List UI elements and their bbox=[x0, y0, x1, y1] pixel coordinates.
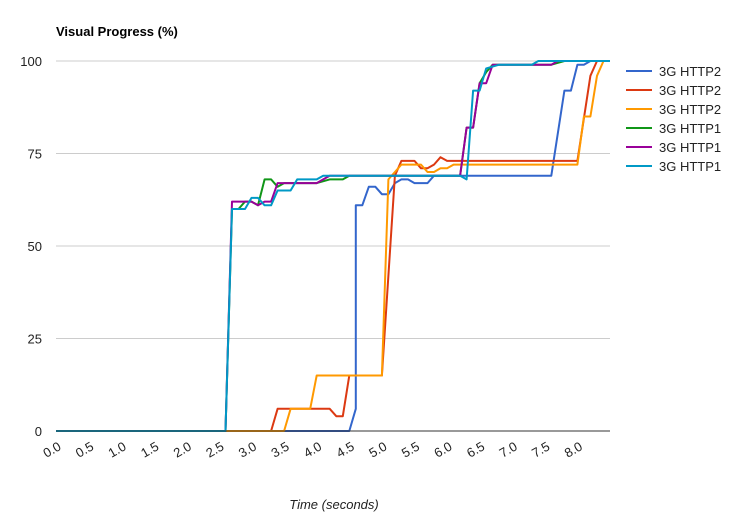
y-tick-label: 0 bbox=[35, 424, 42, 439]
x-tick-label: 2.0 bbox=[171, 439, 194, 461]
legend-item-5[interactable]: 3G HTTP1 bbox=[626, 140, 721, 155]
legend-item-3[interactable]: 3G HTTP2 bbox=[626, 102, 721, 117]
x-tick-label: 6.0 bbox=[431, 439, 454, 461]
x-tick-label: 5.5 bbox=[399, 439, 422, 461]
x-tick-label: 4.0 bbox=[301, 439, 324, 461]
legend-item-6[interactable]: 3G HTTP1 bbox=[626, 159, 721, 174]
y-tick-label: 50 bbox=[28, 239, 42, 254]
series-lines bbox=[56, 60, 610, 432]
series-line-1 bbox=[56, 60, 610, 432]
x-tick-label: 2.5 bbox=[203, 439, 226, 461]
legend-label: 3G HTTP1 bbox=[659, 121, 721, 136]
y-tick-label: 100 bbox=[20, 54, 42, 69]
x-tick-label: 3.5 bbox=[268, 439, 291, 461]
legend-label: 3G HTTP2 bbox=[659, 83, 721, 98]
y-axis-ticks: 0 25 50 75 100 bbox=[20, 54, 42, 439]
legend-item-1[interactable]: 3G HTTP2 bbox=[626, 64, 721, 79]
legend-label: 3G HTTP2 bbox=[659, 102, 721, 117]
x-tick-label: 1.5 bbox=[138, 439, 161, 461]
grid-lines bbox=[56, 60, 610, 339]
x-tick-label: 1.0 bbox=[106, 439, 129, 461]
y-tick-label: 75 bbox=[28, 147, 42, 162]
x-axis-ticks: 0.0 0.5 1.0 1.5 2.0 2.5 3.0 3.5 4.0 4.5 5.0 5.5 6.0 6… bbox=[40, 439, 585, 461]
series-line-3 bbox=[56, 60, 610, 432]
legend-item-4[interactable]: 3G HTTP1 bbox=[626, 121, 721, 136]
series-line-4 bbox=[56, 60, 610, 432]
x-tick-label: 6.5 bbox=[464, 439, 487, 461]
legend[interactable]: 3G HTTP2 3G HTTP2 3G HTTP2 3G HTTP1 3G HTTP1… bbox=[626, 64, 721, 174]
x-tick-label: 7.0 bbox=[497, 439, 520, 461]
x-tick-label: 5.0 bbox=[366, 439, 389, 461]
y-tick-label: 25 bbox=[28, 332, 42, 347]
chart-title: Visual Progress (%) bbox=[56, 24, 178, 39]
x-tick-label: 0.0 bbox=[40, 439, 63, 461]
legend-item-2[interactable]: 3G HTTP2 bbox=[626, 83, 721, 98]
x-tick-label: 7.5 bbox=[529, 439, 552, 461]
x-tick-label: 8.0 bbox=[562, 439, 585, 461]
legend-label: 3G HTTP2 bbox=[659, 64, 721, 79]
x-tick-label: 0.5 bbox=[73, 439, 96, 461]
series-line-2 bbox=[56, 60, 610, 432]
x-tick-label: 3.0 bbox=[236, 439, 259, 461]
series-line-6 bbox=[56, 60, 610, 432]
x-tick-label: 4.5 bbox=[334, 439, 357, 461]
legend-label: 3G HTTP1 bbox=[659, 159, 721, 174]
legend-label: 3G HTTP1 bbox=[659, 140, 721, 155]
x-axis-label: Time (seconds) bbox=[289, 497, 378, 512]
